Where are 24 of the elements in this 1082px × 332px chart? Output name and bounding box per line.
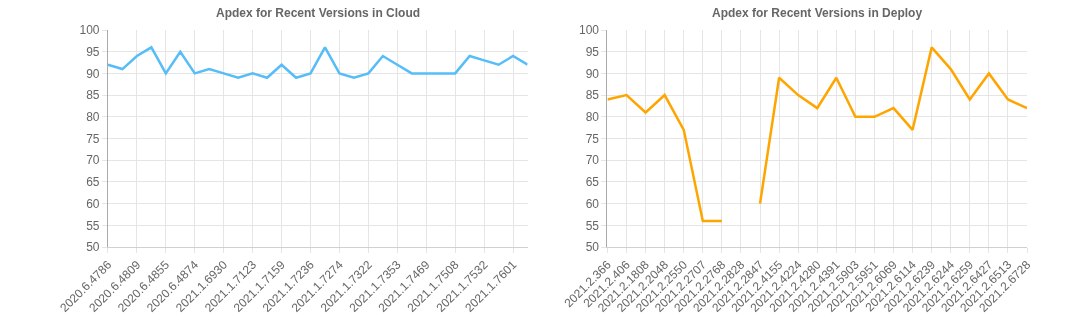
- y-tick-label: 100: [79, 23, 100, 38]
- y-tick-label: 50: [86, 240, 100, 255]
- y-tick-label: 65: [86, 175, 100, 190]
- y-tick-label: 75: [585, 131, 600, 146]
- y-tick-label: 75: [86, 131, 100, 146]
- chart-title: Apdex for Recent Versions in Cloud: [216, 6, 421, 20]
- y-tick-label: 70: [585, 153, 600, 168]
- y-tick-label: 55: [86, 218, 100, 233]
- chart-title: Apdex for Recent Versions in Deploy: [712, 6, 923, 20]
- y-tick-label: 60: [585, 196, 600, 211]
- y-tick-label: 60: [86, 196, 100, 211]
- y-tick-label: 50: [585, 240, 600, 255]
- y-tick-label: 55: [585, 218, 600, 233]
- y-tick-label: 95: [585, 44, 600, 59]
- y-tick-label: 85: [585, 88, 600, 103]
- y-tick-label: 80: [86, 110, 100, 124]
- y-tick-label: 95: [86, 44, 100, 59]
- y-tick-label: 90: [86, 66, 100, 81]
- y-tick-label: 100: [579, 23, 600, 38]
- y-tick-label: 65: [585, 175, 600, 190]
- y-tick-label: 90: [585, 66, 600, 81]
- y-tick-label: 85: [86, 88, 100, 103]
- y-tick-label: 70: [86, 153, 100, 168]
- y-tick-label: 80: [585, 110, 600, 124]
